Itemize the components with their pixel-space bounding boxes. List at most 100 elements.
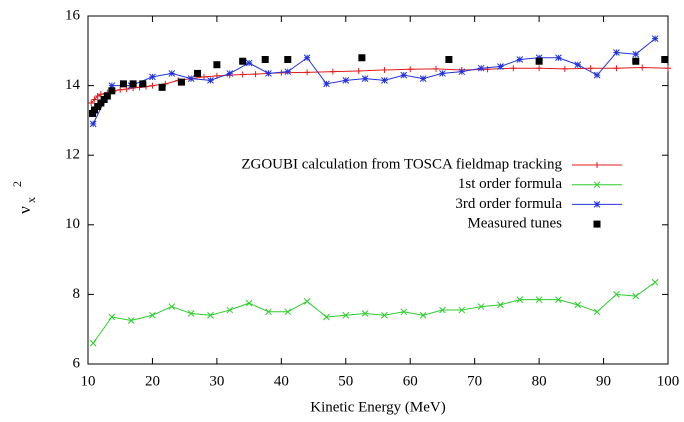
point bbox=[323, 80, 330, 88]
point bbox=[497, 301, 504, 309]
x-tick-label: 50 bbox=[338, 373, 353, 389]
point bbox=[239, 71, 246, 78]
point bbox=[91, 96, 98, 103]
point bbox=[303, 298, 311, 305]
point bbox=[535, 296, 543, 303]
series-line bbox=[92, 281, 656, 344]
point bbox=[213, 61, 221, 69]
point bbox=[226, 70, 234, 77]
point bbox=[613, 49, 620, 56]
point bbox=[177, 78, 185, 86]
y-axis-label: ν x 2 bbox=[10, 181, 38, 214]
point bbox=[89, 339, 97, 347]
point bbox=[187, 75, 195, 82]
point bbox=[535, 57, 543, 65]
point bbox=[149, 73, 156, 81]
point bbox=[651, 35, 659, 42]
point bbox=[419, 311, 427, 319]
y-label-main: ν bbox=[15, 206, 34, 214]
point bbox=[226, 306, 234, 314]
point bbox=[632, 57, 640, 65]
point bbox=[477, 303, 485, 310]
x-tick-label: 90 bbox=[596, 373, 611, 389]
point bbox=[284, 68, 292, 76]
x-axis-label: Kinetic Energy (MeV) bbox=[310, 399, 446, 415]
point bbox=[536, 65, 543, 72]
point bbox=[284, 56, 292, 63]
point bbox=[323, 313, 330, 321]
point bbox=[510, 65, 517, 72]
point bbox=[129, 80, 137, 88]
point bbox=[284, 308, 292, 316]
point bbox=[381, 77, 388, 84]
y-tick-label: 6 bbox=[73, 355, 81, 371]
x-tick-label: 20 bbox=[145, 373, 160, 389]
point bbox=[632, 50, 640, 58]
x-tick-label: 70 bbox=[467, 373, 482, 389]
point bbox=[593, 308, 601, 316]
x-tick-label: 80 bbox=[532, 373, 547, 389]
x-tick-label: 30 bbox=[209, 373, 224, 389]
point bbox=[497, 63, 504, 70]
point bbox=[252, 71, 259, 78]
point bbox=[207, 311, 214, 319]
y-tick-label: 16 bbox=[65, 7, 81, 23]
y-tick-label: 14 bbox=[65, 77, 81, 93]
x-tick-label: 10 bbox=[81, 373, 96, 389]
point bbox=[613, 291, 620, 298]
point bbox=[149, 311, 156, 319]
y-tick-label: 10 bbox=[65, 216, 80, 232]
point bbox=[400, 71, 408, 79]
point bbox=[119, 80, 127, 88]
y-tick-label: 12 bbox=[65, 147, 80, 163]
point bbox=[265, 308, 272, 316]
point bbox=[439, 306, 446, 314]
point bbox=[439, 70, 446, 77]
point bbox=[665, 65, 671, 72]
point bbox=[108, 82, 116, 89]
point bbox=[117, 86, 124, 93]
point bbox=[613, 65, 620, 72]
point bbox=[661, 56, 669, 63]
legend-label: 1st order formula bbox=[458, 176, 562, 192]
point bbox=[516, 56, 524, 63]
point bbox=[632, 292, 640, 300]
point bbox=[516, 296, 524, 303]
legend-marker bbox=[594, 162, 600, 168]
point bbox=[555, 296, 562, 303]
y-label-sup: 2 bbox=[10, 181, 24, 187]
point bbox=[561, 65, 568, 72]
y-tick-label: 8 bbox=[73, 286, 81, 302]
series-line bbox=[90, 67, 669, 104]
point bbox=[593, 71, 601, 79]
point bbox=[201, 73, 207, 80]
point bbox=[261, 56, 269, 63]
point bbox=[587, 65, 594, 72]
point bbox=[433, 65, 439, 72]
point bbox=[639, 64, 646, 71]
point bbox=[381, 311, 388, 319]
plot-frame bbox=[87, 15, 669, 365]
point bbox=[651, 278, 659, 286]
point bbox=[88, 100, 95, 106]
point bbox=[149, 82, 156, 89]
legend-marker bbox=[593, 220, 601, 228]
x-tick-label: 60 bbox=[403, 373, 418, 389]
point bbox=[94, 93, 101, 100]
point bbox=[329, 68, 336, 75]
point bbox=[89, 120, 97, 128]
point bbox=[445, 56, 453, 63]
point bbox=[245, 299, 253, 307]
series-line bbox=[92, 38, 656, 125]
point bbox=[127, 317, 135, 324]
point bbox=[304, 69, 311, 76]
point bbox=[361, 75, 369, 82]
point bbox=[168, 303, 176, 310]
point bbox=[158, 83, 166, 91]
point bbox=[574, 301, 582, 309]
point bbox=[458, 68, 466, 76]
point bbox=[194, 69, 202, 77]
y-label-sub: x bbox=[24, 197, 38, 203]
